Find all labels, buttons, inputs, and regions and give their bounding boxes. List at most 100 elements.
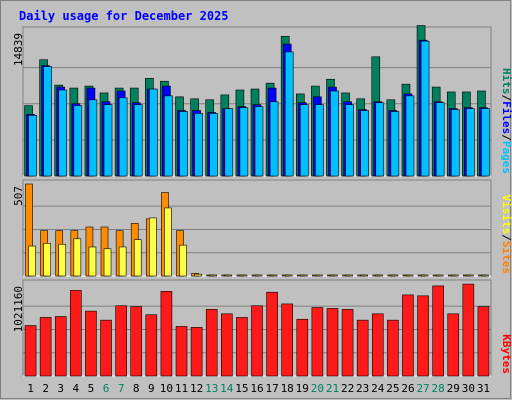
bar-kbytes-day-28	[432, 285, 444, 377]
bar-pages-day-9	[149, 88, 158, 177]
legend-separator: /	[500, 234, 512, 241]
panel-middle: 507 Visits/Sites	[12, 179, 512, 277]
bar-kbytes-day-19	[296, 318, 309, 377]
bar-pages-day-15	[239, 107, 249, 177]
bar-pages-day-22	[345, 104, 354, 177]
bar-visits-day-19	[299, 274, 308, 277]
bar-pages-day-5	[88, 99, 98, 177]
panel-middle-legend: Visits/Sites	[500, 195, 512, 275]
bar-pages-day-25	[390, 111, 400, 177]
bar-visits-day-3	[58, 243, 67, 277]
x-tick-label: 29	[447, 382, 460, 395]
x-tick-label: 3	[57, 382, 64, 395]
panel-bottom-legend: KBytes	[500, 334, 512, 374]
bar-pages-day-16	[254, 106, 264, 177]
x-tick-label: 18	[281, 382, 294, 395]
bar-visits-day-8	[133, 239, 142, 277]
x-tick-label: 6	[103, 382, 110, 395]
legend-separator: /	[500, 95, 512, 102]
bar-visits-day-22	[345, 274, 353, 277]
bar-pages-day-1	[28, 115, 37, 177]
legend-files: Files	[500, 101, 512, 134]
legend-sites: Sites	[500, 241, 512, 274]
bar-kbytes-day-25	[387, 319, 399, 377]
bar-pages-day-2	[43, 66, 52, 177]
bar-visits-day-7	[118, 246, 127, 277]
bar-kbytes-day-12	[190, 327, 203, 377]
bar-kbytes-day-7	[115, 305, 127, 377]
bar-visits-day-14	[224, 274, 233, 277]
bar-pages-day-8	[133, 104, 143, 177]
bar-pages-day-4	[73, 105, 83, 177]
bar-visits-day-9	[149, 217, 157, 277]
bar-kbytes-day-21	[326, 308, 339, 377]
x-tick-label: 9	[148, 382, 155, 395]
bar-kbytes-day-24	[371, 313, 384, 377]
bar-kbytes-day-16	[251, 305, 263, 377]
bar-visits-day-28	[435, 274, 444, 277]
bar-visits-day-18	[284, 274, 293, 277]
bar-visits-day-6	[103, 248, 112, 277]
bar-visits-day-20	[315, 274, 323, 277]
x-tick-label: 1	[27, 382, 34, 395]
x-tick-label: 22	[341, 382, 354, 395]
bar-pages-day-7	[118, 97, 128, 177]
bar-pages-day-21	[330, 90, 339, 177]
bar-visits-day-5	[88, 246, 97, 277]
bar-visits-day-10	[164, 207, 172, 277]
bar-kbytes-day-23	[356, 319, 369, 377]
x-tick-label: 23	[356, 382, 369, 395]
bar-kbytes-day-1	[24, 325, 37, 377]
bar-kbytes-day-3	[54, 316, 67, 377]
bar-kbytes-day-2	[39, 317, 52, 377]
bar-visits-day-21	[330, 274, 338, 277]
bar-visits-day-31	[481, 274, 489, 277]
x-tick-label: 11	[175, 382, 188, 395]
bar-visits-day-11	[179, 244, 187, 277]
bar-kbytes-day-22	[341, 309, 354, 377]
legend-separator: /	[500, 134, 512, 141]
bar-pages-day-19	[299, 104, 309, 177]
panel-top-max-label: 14839	[12, 33, 25, 66]
bar-visits-day-13	[209, 274, 218, 277]
x-tick-label: 31	[477, 382, 490, 395]
x-tick-label: 16	[250, 382, 263, 395]
x-tick-label: 28	[432, 382, 445, 395]
bar-kbytes-day-30	[462, 283, 475, 377]
bar-pages-day-6	[103, 104, 113, 177]
bar-kbytes-day-4	[70, 290, 82, 377]
x-tick-label: 19	[296, 382, 309, 395]
bar-pages-day-24	[375, 102, 385, 177]
legend-kbytes: KBytes	[500, 334, 512, 374]
bar-kbytes-day-11	[175, 326, 188, 377]
bar-pages-day-18	[284, 51, 294, 177]
bar-kbytes-day-5	[85, 310, 97, 377]
bar-pages-day-23	[360, 110, 369, 177]
legend-pages: Pages	[500, 141, 512, 174]
bar-pages-day-20	[315, 104, 324, 177]
bar-visits-day-16	[254, 274, 263, 277]
bar-visits-day-1	[28, 245, 36, 277]
x-tick-label: 20	[311, 382, 324, 395]
x-tick-label: 27	[416, 382, 429, 395]
x-tick-label: 10	[160, 382, 173, 395]
x-tick-label: 26	[401, 382, 414, 395]
x-tick-label: 2	[42, 382, 49, 395]
panel-top-legend: Hits/Files/Pages	[500, 68, 512, 174]
x-tick-label: 21	[326, 382, 339, 395]
bar-pages-day-27	[420, 40, 430, 177]
bar-visits-day-29	[450, 274, 459, 277]
bar-visits-day-24	[375, 274, 384, 277]
panel-top: 14839 Hits/Files/Pages	[12, 25, 512, 177]
bar-kbytes-day-26	[402, 294, 414, 377]
bar-pages-day-12	[194, 113, 203, 177]
bar-pages-day-17	[269, 101, 279, 177]
bar-pages-day-30	[466, 108, 475, 177]
panel-middle-max-label: 507	[12, 186, 25, 206]
bar-pages-day-26	[405, 95, 415, 177]
x-tick-label: 7	[118, 382, 125, 395]
bar-pages-day-29	[450, 109, 460, 177]
bar-kbytes-day-9	[145, 314, 158, 377]
